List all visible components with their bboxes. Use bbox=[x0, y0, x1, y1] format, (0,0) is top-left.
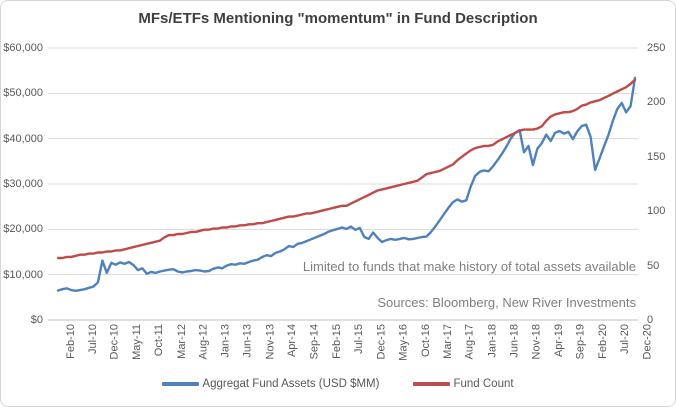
note-sources: Sources: Bloomberg, New River Investment… bbox=[377, 295, 636, 310]
assets-line-icon bbox=[162, 382, 200, 386]
x-axis-tick-label-text: Aug-17 bbox=[463, 324, 476, 360]
x-axis-tick-label-text: May-16 bbox=[397, 324, 410, 361]
x-axis-tick-label-text: Dec-20 bbox=[641, 324, 654, 360]
x-axis-tick-label-text: Feb-15 bbox=[330, 324, 343, 359]
x-axis-tick-label-text: Nov-18 bbox=[530, 324, 543, 360]
x-axis-tick-label-text: Apr-19 bbox=[552, 324, 565, 358]
y-axis-left-tick-label: $50,000 bbox=[3, 87, 43, 100]
legend-item-assets: Aggregat Fund Assets (USD $MM) bbox=[162, 378, 379, 390]
y-axis-left-tick-label: $30,000 bbox=[3, 178, 43, 190]
y-axis-left-tick-label: $60,000 bbox=[3, 42, 43, 54]
note-limited-funds: Limited to funds that make history of to… bbox=[302, 259, 636, 274]
fund-count-legend-label: Fund Count bbox=[453, 378, 514, 390]
x-axis-tick-label-text: Jun-18 bbox=[508, 324, 521, 358]
x-axis-tick-label-text: Nov-13 bbox=[264, 324, 277, 360]
y-axis-right-tick-label: 50 bbox=[647, 259, 660, 272]
fund-count-series-line bbox=[56, 78, 637, 260]
y-axis-left-tick-label: $0 bbox=[30, 314, 43, 326]
x-axis-tick-label-text: Mar-17 bbox=[441, 324, 454, 359]
x-axis-tick-label-text: Dec-10 bbox=[108, 324, 121, 360]
x-axis-tick-label-text: May-11 bbox=[131, 324, 144, 360]
x-axis-tick-label-text: Jan-13 bbox=[219, 324, 232, 358]
y-axis-left-tick-label: $40,000 bbox=[3, 132, 43, 145]
x-axis-tick-label-text: Jul-20 bbox=[619, 324, 632, 354]
x-axis-tick-label-text: Aug-12 bbox=[197, 324, 210, 360]
y-axis-right-tick-label: 100 bbox=[647, 205, 666, 218]
legend: Aggregat Fund Assets (USD $MM) Fund Coun… bbox=[1, 378, 675, 390]
x-axis-tick-label-text: Sep-19 bbox=[574, 324, 587, 360]
y-axis-right-tick-label: 150 bbox=[647, 150, 666, 163]
x-axis-tick-label-text: Jan-18 bbox=[486, 324, 499, 358]
y-axis-left-tick-label: $20,000 bbox=[3, 223, 43, 236]
fund-count-line-icon bbox=[413, 382, 451, 386]
x-axis-tick-label-text: Apr-14 bbox=[286, 324, 299, 358]
y-axis-right-tick-label: 0 bbox=[647, 314, 654, 326]
x-axis-tick-label-text: Jul-10 bbox=[86, 324, 99, 354]
chart-title: MFs/ETFs Mentioning "momentum" in Fund D… bbox=[138, 10, 538, 27]
x-axis-tick-label-text: Jul-15 bbox=[353, 324, 365, 354]
x-axis-tick-label-text: Mar-12 bbox=[175, 324, 188, 359]
assets-series-line bbox=[56, 76, 637, 292]
y-axis-right-tick-label: 250 bbox=[647, 42, 666, 54]
y-axis-left-tick-label: $10,000 bbox=[3, 268, 43, 281]
x-axis-tick-label-text: Sep-14 bbox=[308, 324, 321, 360]
y-axis-right-tick-label: 200 bbox=[647, 96, 666, 109]
x-axis-tick-label-text: Feb-10 bbox=[64, 324, 77, 359]
legend-item-fund-count: Fund Count bbox=[413, 378, 514, 390]
x-axis-tick-label-text: Oct-16 bbox=[419, 324, 432, 358]
x-axis-tick-label-text: Feb-20 bbox=[597, 324, 610, 359]
x-axis-tick-label-text: Dec-15 bbox=[375, 324, 388, 360]
x-axis-tick-label-text: Oct-11 bbox=[153, 324, 166, 357]
x-axis-tick-label-text: Jun-13 bbox=[242, 324, 255, 358]
assets-legend-label: Aggregat Fund Assets (USD $MM) bbox=[202, 378, 380, 390]
